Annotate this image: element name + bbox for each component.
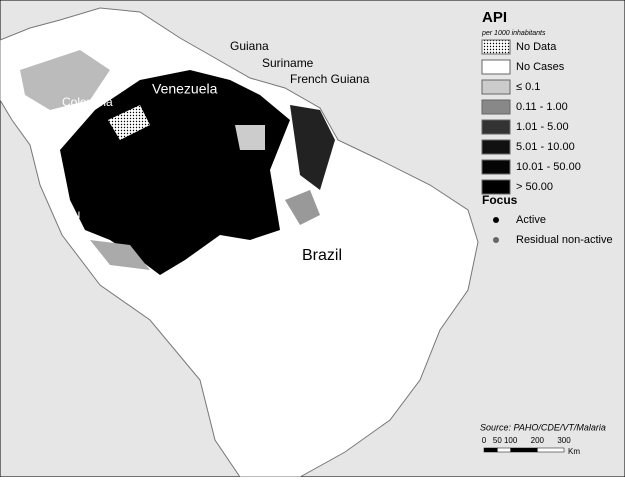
scale-label: 200 — [531, 436, 545, 445]
scale-segment — [497, 447, 511, 453]
legend-label: Residual non-active — [516, 234, 613, 246]
legend-label: > 50.00 — [516, 181, 553, 193]
legend-swatch — [481, 179, 511, 195]
low-risk-area — [20, 50, 110, 110]
scale-label: 300 — [557, 436, 571, 445]
scale-segment — [537, 447, 565, 453]
legend-swatch — [481, 139, 511, 155]
legend-swatch — [481, 79, 511, 95]
legend-label: 5.01 - 10.00 — [516, 141, 575, 153]
country-label: French Guiana — [290, 72, 370, 86]
country-label: Guiana — [230, 39, 269, 53]
low-risk-area — [285, 190, 320, 225]
legend-label: No Cases — [516, 61, 565, 73]
source: Source: PAHO/CDE/VT/Malaria — [480, 422, 606, 432]
legend-label: 10.01 - 50.00 — [516, 161, 581, 173]
legend: API per 1000 inhabitants — [481, 9, 546, 37]
guiana-area — [290, 105, 335, 190]
country-label: Colombia — [62, 95, 113, 109]
legend-focus-title: Focus — [482, 193, 518, 207]
legend-swatch — [481, 99, 511, 115]
scale-label: 50 — [493, 436, 502, 445]
legend-swatch — [481, 59, 511, 75]
no-data-area — [108, 105, 150, 140]
legend-dot — [493, 217, 499, 223]
legend-label: ≤ 0.1 — [516, 81, 540, 93]
low-risk-area — [90, 240, 150, 270]
legend-label: 0.11 - 1.00 — [516, 101, 568, 113]
legend-label: Active — [516, 214, 546, 226]
legend-title: API — [482, 9, 507, 26]
legend-label: No Data — [516, 41, 557, 53]
country-label: Suriname — [262, 56, 314, 70]
country-label: Peru — [55, 207, 80, 221]
scale-label: 0 — [482, 436, 487, 445]
low-risk-area — [235, 125, 265, 150]
legend-label: 1.01 - 5.00 — [516, 121, 569, 133]
scale-segment — [510, 447, 538, 453]
legend-dot — [493, 237, 499, 243]
country-label: Venezuela — [152, 81, 218, 97]
legend-swatch — [481, 119, 511, 135]
country-label: Brazil — [302, 247, 342, 264]
legend-subtitle: per 1000 inhabitants — [481, 30, 546, 37]
scale-label: 100 — [504, 436, 518, 445]
legend-swatch — [481, 39, 511, 55]
legend-swatch — [481, 159, 511, 175]
scale-unit: Km — [568, 447, 580, 456]
scale-segment — [483, 447, 498, 453]
